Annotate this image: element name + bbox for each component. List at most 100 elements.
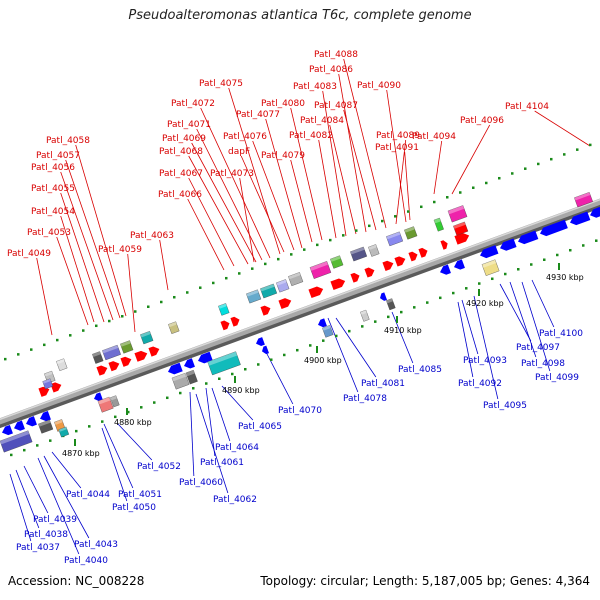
gene-box	[481, 259, 500, 276]
gene-box	[386, 298, 396, 311]
leader-line-reverse	[101, 427, 128, 502]
reverse-gene-label: Patl_4038	[24, 530, 68, 540]
backbone-highlight	[0, 198, 600, 421]
tick-dot	[179, 391, 182, 395]
tick-dot	[303, 248, 306, 251]
gene-feature	[198, 351, 213, 364]
leader-line-forward	[240, 155, 285, 253]
tick-dot	[251, 267, 254, 270]
gene-feature	[42, 378, 54, 390]
leader-line-forward	[187, 198, 225, 271]
leader-line-forward	[60, 192, 105, 323]
leader-line-forward	[534, 110, 591, 147]
forward-gene-arrow	[394, 256, 406, 267]
gene-feature	[500, 238, 517, 251]
gene-feature	[309, 261, 332, 279]
leader-line-forward	[395, 139, 407, 225]
forward-gene-label: Patl_4091	[375, 143, 419, 153]
reverse-gene-arrow	[168, 362, 183, 375]
gene-feature	[364, 267, 375, 278]
gene-box-shine	[288, 272, 301, 280]
reverse-gene-arrow	[94, 392, 103, 402]
reverse-gene-label: Patl_4098	[521, 359, 565, 369]
backbone-bar	[0, 198, 600, 425]
tick-dot	[17, 353, 20, 356]
ruler-ticks	[4, 143, 598, 457]
leader-line-reverse	[531, 279, 555, 328]
gene-feature	[318, 318, 327, 328]
leader-line-forward	[290, 159, 313, 243]
leader-line-reverse	[391, 311, 414, 364]
leader-line-reverse	[117, 423, 153, 461]
forward-gene-label: dapF	[228, 147, 250, 157]
tick-dot	[543, 258, 546, 261]
tick-dot	[459, 191, 462, 194]
tick-dot	[569, 248, 572, 252]
gene-box-shine	[330, 255, 341, 262]
forward-gene-label: Patl_4058	[46, 136, 90, 146]
gene-feature	[94, 392, 103, 402]
tick-dot	[537, 162, 540, 166]
tick-dot	[23, 448, 26, 452]
reverse-gene-label: Patl_4064	[215, 443, 259, 453]
forward-gene-arrow	[108, 361, 120, 372]
gene-box-shine	[360, 310, 367, 315]
forward-gene-label: Patl_4088	[314, 50, 358, 60]
tick-dot	[387, 315, 390, 319]
leader-line-reverse	[15, 469, 40, 529]
leader-line-forward	[343, 58, 387, 229]
gene-box-shine	[54, 419, 63, 425]
reverse-gene-label: Patl_4044	[66, 490, 110, 500]
gene-feature	[108, 361, 120, 372]
leader-line-reverse	[195, 393, 229, 494]
reverse-gene-label: Patl_4060	[179, 478, 223, 488]
forward-gene-label: Patl_4063	[130, 231, 174, 241]
forward-gene-label: Patl_4054	[31, 207, 75, 217]
leader-line-forward	[196, 128, 263, 261]
gene-feature	[278, 298, 292, 310]
tick-dot	[88, 425, 91, 428]
gene-feature	[120, 340, 134, 354]
tick-dot	[277, 257, 280, 261]
gene-box	[246, 289, 262, 304]
leader-line-forward	[65, 159, 121, 319]
leader-line-reverse	[327, 317, 359, 393]
tick-dot	[270, 358, 273, 361]
tick-dot	[394, 215, 397, 218]
leader-line-forward	[159, 239, 169, 291]
gene-box	[350, 246, 368, 262]
gene-feature	[518, 230, 539, 245]
tick-dot	[114, 415, 117, 419]
gene-box	[386, 231, 404, 247]
gene-feature	[276, 279, 290, 293]
gene-box-shine	[185, 370, 195, 377]
tick-dot	[153, 401, 156, 404]
gene-feature	[453, 221, 469, 236]
gene-feature	[218, 303, 230, 316]
reverse-gene-arrow	[440, 264, 451, 275]
tick-dot	[82, 329, 85, 332]
gene-feature	[260, 305, 271, 316]
forward-gene-label: Patl_4055	[31, 184, 75, 194]
gene-feature	[447, 205, 468, 223]
gene-box	[140, 331, 154, 345]
gene-feature	[120, 356, 132, 367]
forward-gene-arrow	[230, 316, 240, 327]
tick-dot	[524, 167, 527, 170]
leader-line-reverse	[51, 451, 82, 489]
gene-box	[433, 217, 444, 232]
reverse-gene-label: Patl_4078	[343, 394, 387, 404]
leader-line-reverse	[9, 473, 32, 542]
scale-tick-mark	[316, 346, 318, 353]
gene-feature	[256, 337, 265, 346]
leader-line-forward	[322, 90, 347, 237]
forward-gene-arrow	[364, 267, 375, 278]
gene-feature	[207, 351, 241, 376]
gene-box-shine	[246, 289, 259, 297]
leader-line-reverse	[43, 455, 90, 539]
gene-feature	[2, 424, 13, 436]
leader-line-forward	[188, 177, 235, 267]
gene-box-shine	[574, 192, 591, 201]
scale-tick-mark	[558, 263, 560, 270]
gene-feature	[262, 345, 270, 355]
